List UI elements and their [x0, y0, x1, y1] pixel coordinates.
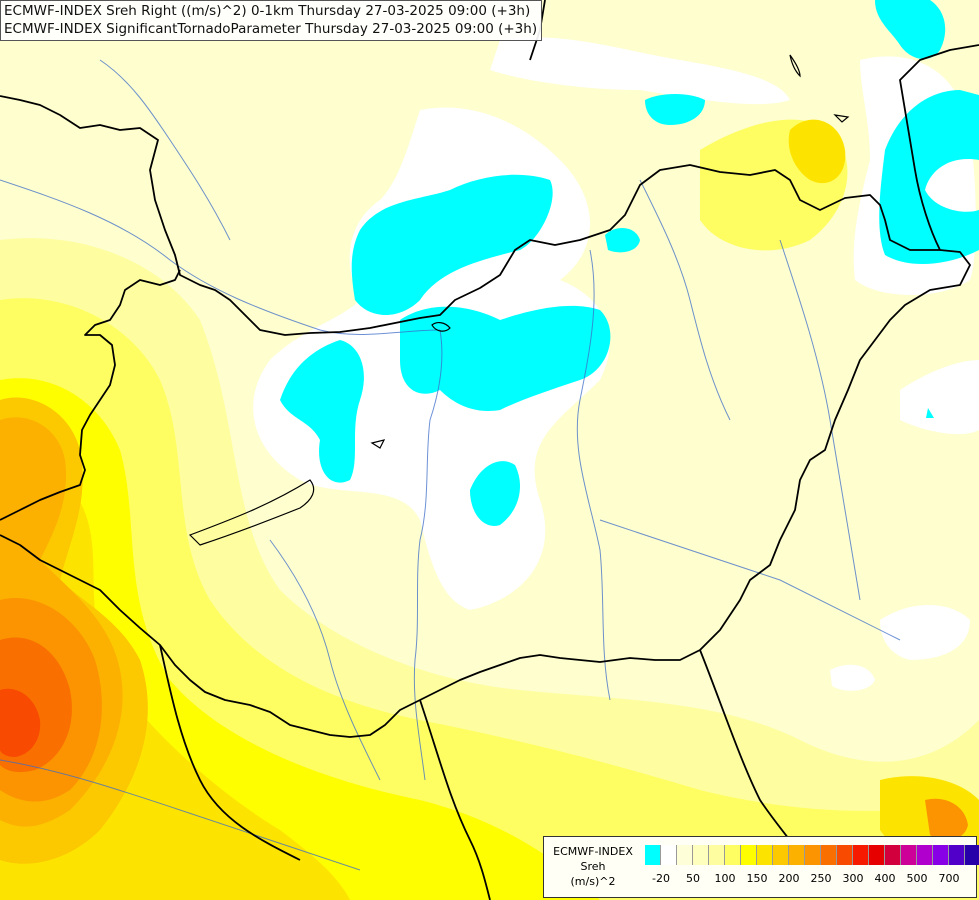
legend-tick-label: 500 [906, 872, 928, 885]
legend-unit: (m/s)^2 [570, 875, 616, 888]
legend-swatch [741, 845, 757, 865]
legend-swatch [757, 845, 773, 865]
legend-swatch [725, 845, 741, 865]
legend-swatch [821, 845, 837, 865]
legend-swatch [933, 845, 949, 865]
legend-tick-label: 400 [874, 872, 896, 885]
legend-swatch [805, 845, 821, 865]
legend-tick-label: 150 [746, 872, 768, 885]
legend-swatch [949, 845, 965, 865]
legend-swatch [885, 845, 901, 865]
legend-tick-labels: -20 50 100 150 200 250 300 400 500 700 [645, 872, 975, 886]
legend-swatch [869, 845, 885, 865]
legend-swatch [789, 845, 805, 865]
legend-swatch [645, 845, 661, 865]
legend-tick-label: 300 [842, 872, 864, 885]
map-title-box: ECMWF-INDEX Sreh Right ((m/s)^2) 0-1km T… [0, 0, 543, 41]
legend-parameter: Sreh [580, 860, 606, 873]
legend-tick-label: -20 [652, 872, 670, 885]
legend-model: ECMWF-INDEX [553, 845, 633, 858]
legend-swatch [853, 845, 869, 865]
legend-tick-label: 100 [714, 872, 736, 885]
color-legend: ECMWF-INDEX Sreh (m/s)^2 -20 50 100 150 200 2… [543, 836, 979, 898]
legend-swatches [645, 845, 979, 865]
legend-tick-label: 700 [938, 872, 960, 885]
cyan-zones [280, 0, 979, 526]
rivers [0, 59, 901, 871]
legend-title: ECMWF-INDEX Sreh (m/s)^2 [546, 844, 640, 889]
legend-tick-label: 50 [686, 872, 700, 885]
legend-swatch [773, 845, 789, 865]
legend-swatch [693, 845, 709, 865]
legend-swatch [901, 845, 917, 865]
lakes [188, 54, 850, 546]
title-line-stp: ECMWF-INDEX SignificantTornadoParameter … [4, 21, 538, 37]
legend-tick-label: 250 [810, 872, 832, 885]
legend-swatch [917, 845, 933, 865]
legend-swatch [837, 845, 853, 865]
title-line-sreh: ECMWF-INDEX Sreh Right ((m/s)^2) 0-1km T… [4, 3, 531, 19]
legend-swatch [661, 845, 677, 865]
orange-shading [0, 397, 968, 864]
legend-swatch [677, 845, 693, 865]
legend-swatch [965, 845, 979, 865]
legend-tick-label: 200 [778, 872, 800, 885]
legend-swatch [709, 845, 725, 865]
